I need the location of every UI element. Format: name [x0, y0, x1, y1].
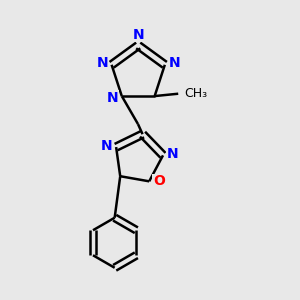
- Text: N: N: [168, 56, 180, 70]
- Text: N: N: [101, 139, 112, 153]
- Text: N: N: [97, 56, 108, 70]
- Text: N: N: [132, 28, 144, 42]
- Text: N: N: [167, 147, 178, 161]
- Text: CH₃: CH₃: [184, 87, 207, 100]
- Text: O: O: [153, 174, 165, 188]
- Text: N: N: [106, 91, 118, 104]
